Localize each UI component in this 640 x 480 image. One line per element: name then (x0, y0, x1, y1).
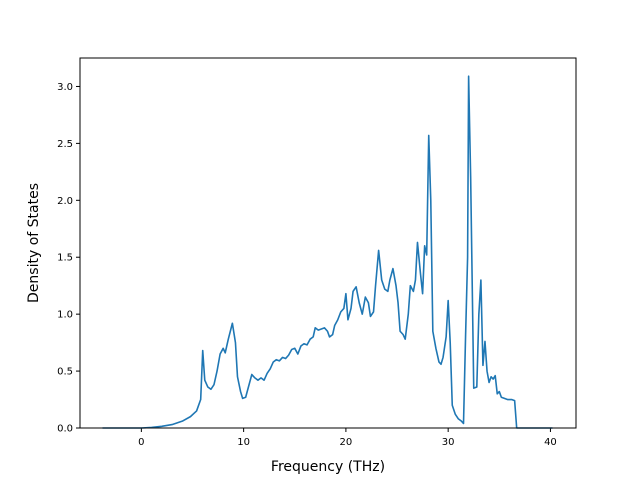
y-tick-label: 3.0 (57, 82, 73, 93)
x-tick-label: 20 (340, 437, 353, 448)
dos-series-line (102, 75, 553, 429)
x-tick-label: 40 (544, 437, 557, 448)
x-tick-label: 10 (237, 437, 250, 448)
x-tick-label: 0 (138, 437, 144, 448)
x-axis-label: Frequency (THz) (271, 459, 385, 475)
y-tick-label: 1.5 (57, 253, 73, 264)
y-tick-label: 0.5 (57, 367, 73, 378)
y-tick-label: 0.0 (57, 424, 73, 435)
plot-area (80, 58, 576, 428)
y-tick-label: 2.0 (57, 196, 73, 207)
axis-ticks: 0 10 20 30 40 0.0 0.5 1.0 1.5 2.0 2.5 3.0 (57, 82, 557, 448)
plot-frame (79, 57, 577, 429)
y-axis-label: Density of States (26, 183, 42, 303)
y-tick-label: 1.0 (57, 310, 73, 321)
y-tick-label: 2.5 (57, 139, 73, 150)
x-tick-label: 30 (442, 437, 455, 448)
